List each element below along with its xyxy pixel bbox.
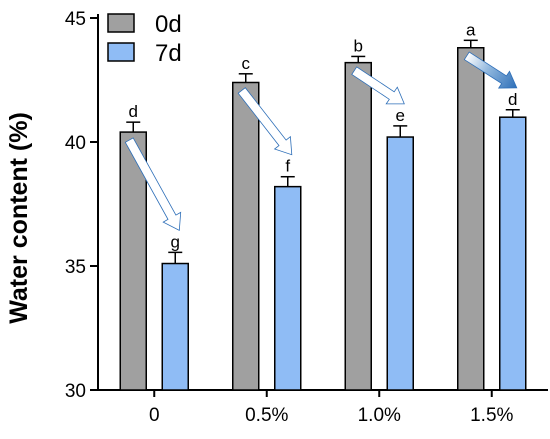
legend-swatch-7d: [107, 42, 135, 62]
bar-7d-2: [386, 136, 414, 391]
decrease-arrow-0: [124, 137, 182, 232]
bar-7d-1: [274, 185, 302, 391]
decrease-arrow-1: [237, 87, 293, 156]
y-tick-label: 35: [65, 257, 86, 278]
bar-7d-0: [161, 262, 189, 391]
legend-swatch-0d: [107, 13, 135, 33]
decrease-arrow-2: [351, 66, 405, 105]
significance-letter: d: [508, 90, 517, 109]
error-bars: [126, 39, 520, 264]
x-tick-label: 0: [149, 405, 160, 426]
significance-letter: b: [354, 36, 363, 55]
bar-7d-3: [499, 116, 527, 391]
y-axis-label: Water content (%): [5, 112, 33, 324]
bar-0d-3: [457, 47, 485, 391]
bars: [119, 47, 527, 391]
bar-0d-2: [344, 61, 372, 391]
decrease-arrows: [124, 51, 518, 232]
x-tick-label: 1.5%: [470, 405, 513, 426]
y-tick-label: 30: [65, 381, 86, 402]
significance-letters: d c b a g f e d: [129, 20, 518, 251]
significance-letter: c: [242, 54, 251, 73]
significance-letter: d: [129, 102, 138, 121]
x-tick-label: 0.5%: [245, 405, 288, 426]
legend-label-7d: 7d: [155, 40, 182, 67]
significance-letter: e: [396, 106, 405, 125]
legend-label-0d: 0d: [155, 11, 182, 38]
y-tick-label: 45: [65, 9, 86, 30]
x-tick-label: 1.0%: [358, 405, 401, 426]
y-axis: 30 35 40 45: [65, 9, 99, 402]
bar-0d-1: [232, 81, 260, 391]
decrease-arrow-3: [463, 51, 518, 89]
significance-letter: g: [171, 232, 180, 251]
x-axis: 0 0.5% 1.0% 1.5%: [98, 389, 548, 426]
significance-letter: a: [466, 20, 476, 39]
y-tick-label: 40: [65, 133, 86, 154]
significance-letter: f: [285, 157, 290, 176]
